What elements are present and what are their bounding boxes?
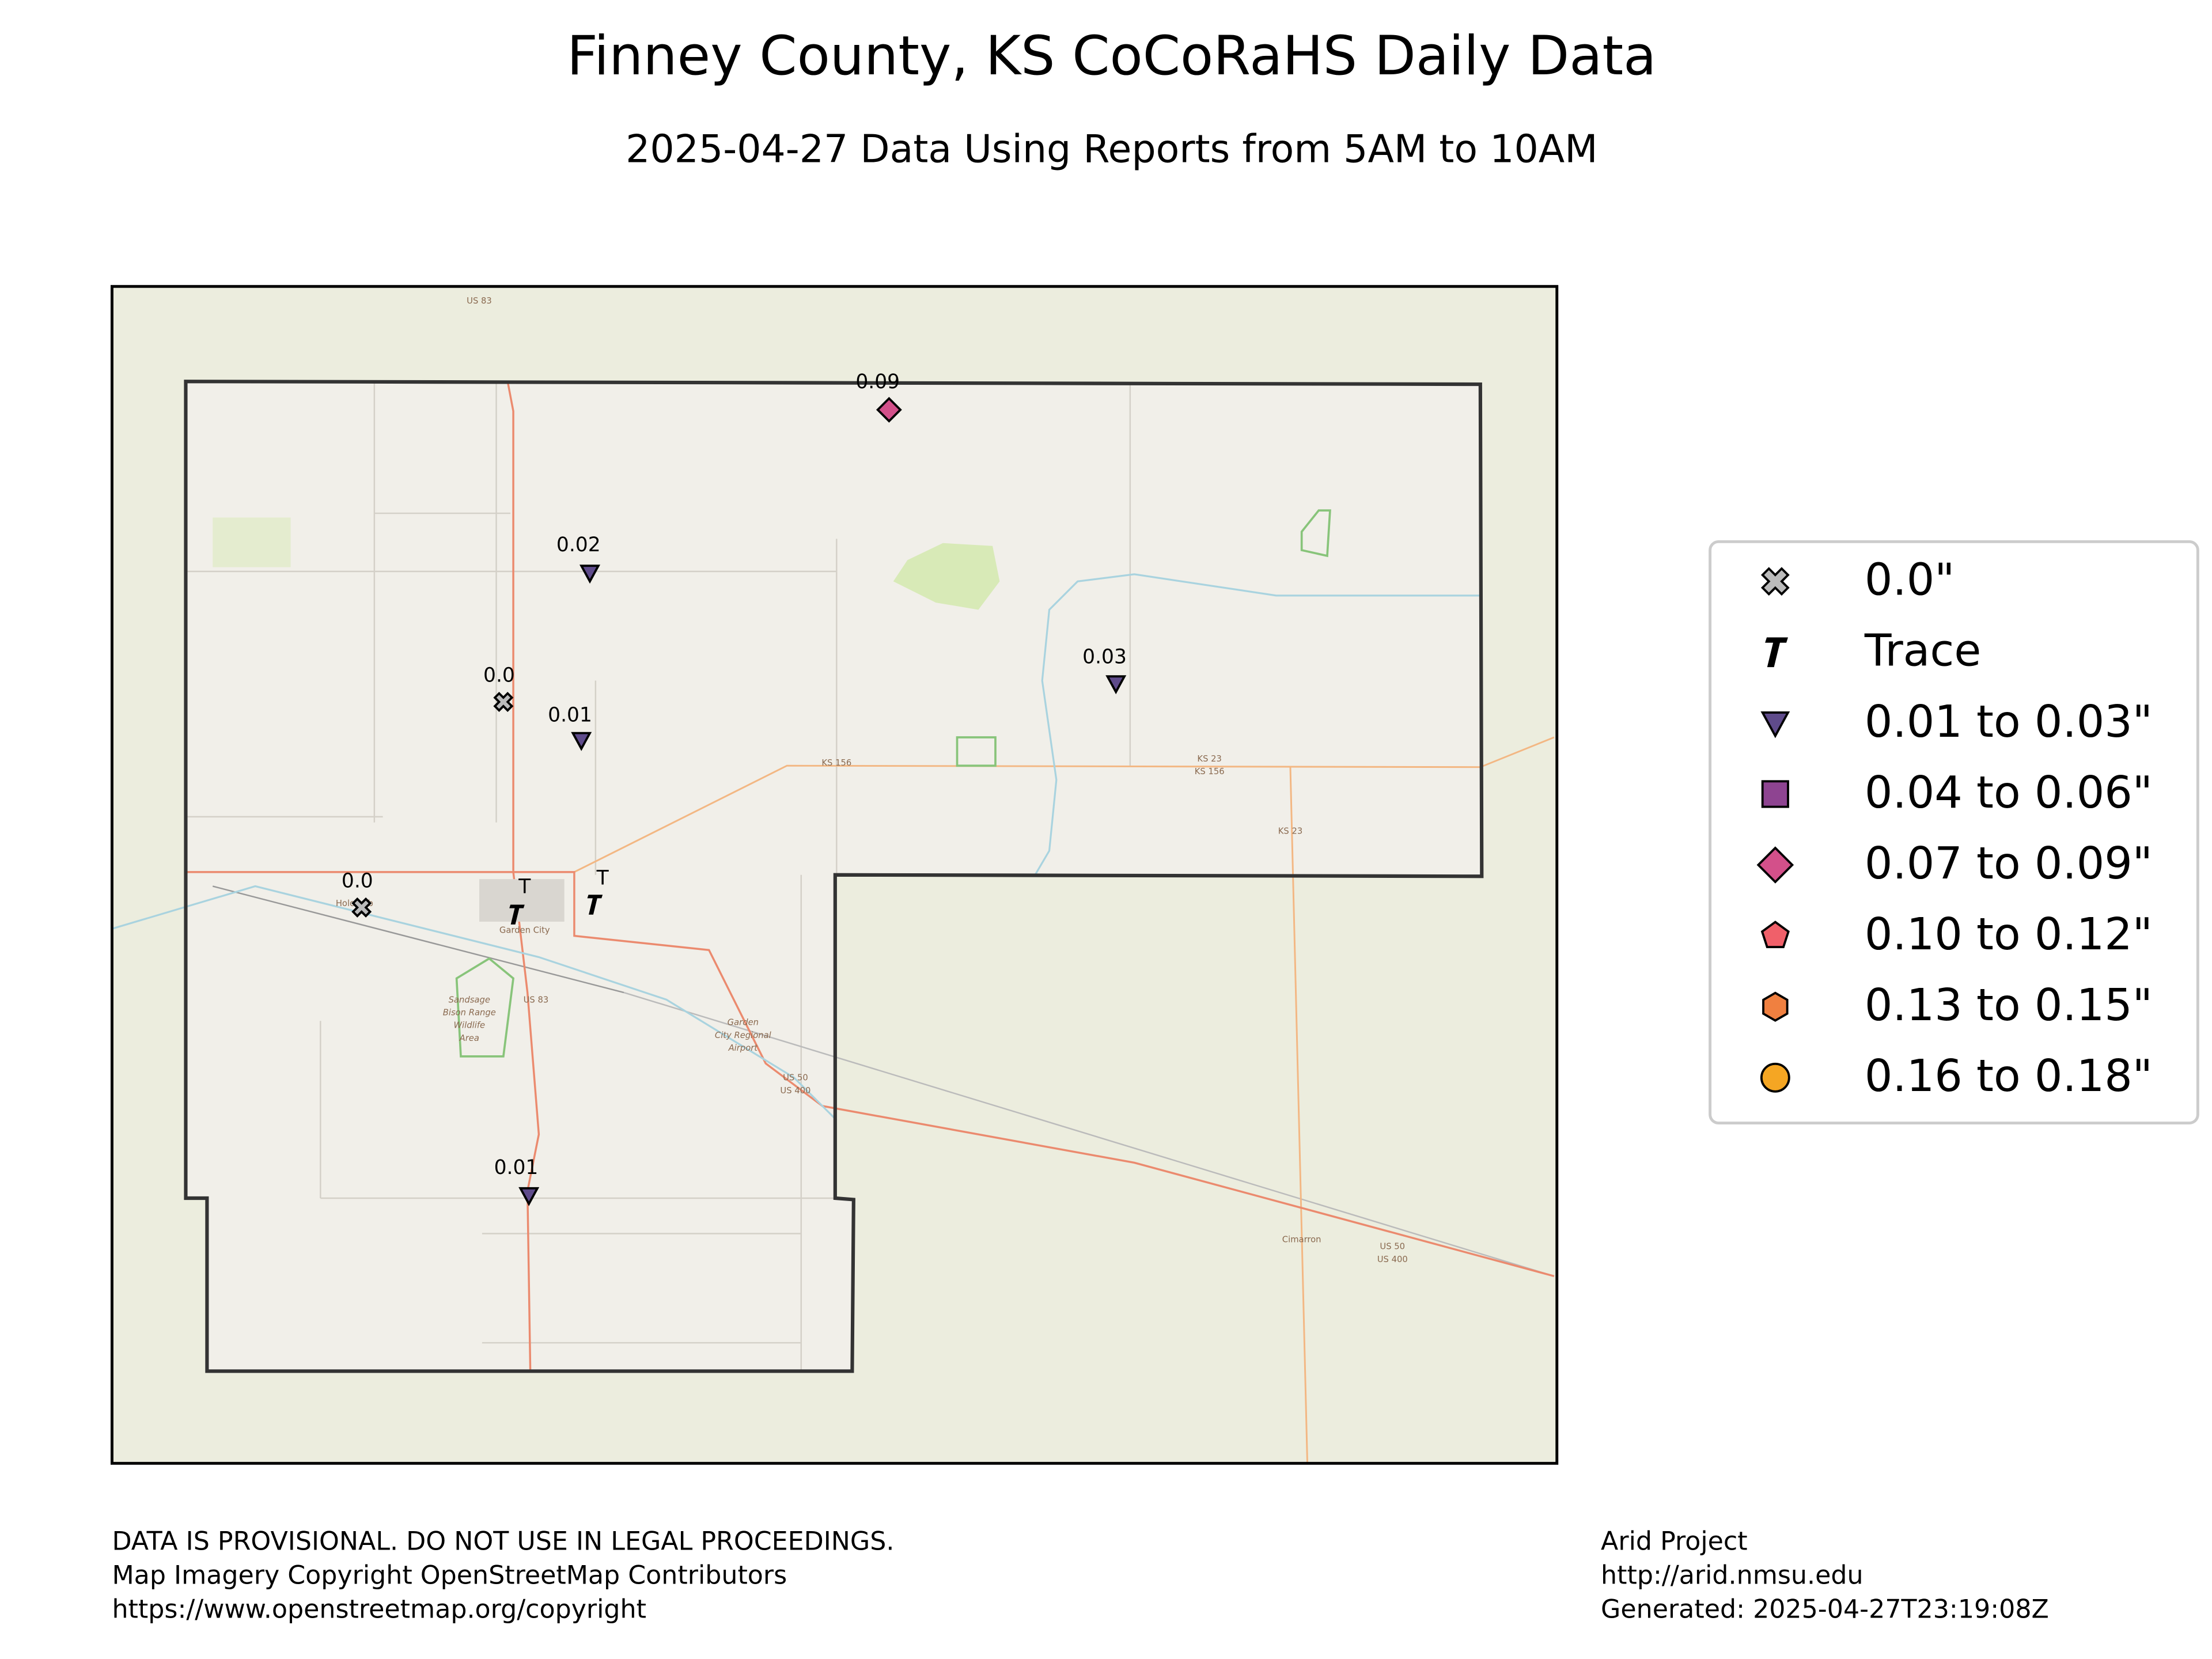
county-outline bbox=[184, 380, 1484, 1373]
map-label: US 83 bbox=[467, 296, 492, 306]
stations: 0.09 0.02 0.0 0.01 0.03 0.0 T T 0.01 bbox=[342, 370, 1127, 1206]
map-label: US 50 bbox=[1380, 1242, 1405, 1252]
marker-pentagon bbox=[1760, 921, 1790, 948]
marker-triangle bbox=[571, 732, 592, 751]
legend-label: 0.07 to 0.09" bbox=[1865, 838, 2153, 889]
subtitle: 2025-04-27 Data Using Reports from 5AM t… bbox=[626, 126, 1597, 171]
station-label: T bbox=[596, 867, 609, 890]
map-label: Sandsage bbox=[449, 995, 490, 1005]
marker-diamond bbox=[1756, 846, 1794, 884]
legend-label: 0.0" bbox=[1865, 554, 1955, 605]
map-label: Cimarron bbox=[1282, 1234, 1321, 1244]
legend-label: 0.04 to 0.06" bbox=[1865, 767, 2153, 818]
legend-label: 0.13 to 0.15" bbox=[1865, 979, 2153, 1031]
station-label: 0.01 bbox=[494, 1156, 539, 1179]
map-frame bbox=[111, 285, 1559, 1465]
map-label: KS 23 bbox=[1278, 826, 1303, 836]
map-label: KS 23 bbox=[1197, 754, 1222, 764]
legend-label: Trace bbox=[1864, 625, 1981, 676]
station-label: 0.01 bbox=[548, 704, 592, 727]
marker-triangle bbox=[579, 565, 601, 584]
footer-right: Arid Project bbox=[1601, 1527, 1748, 1556]
station-label: 0.0 bbox=[342, 870, 373, 893]
marker-circle bbox=[1760, 1062, 1790, 1093]
map-label: Bison Range bbox=[443, 1007, 496, 1017]
marker-triangle bbox=[518, 1187, 540, 1206]
legend-label: 0.01 to 0.03" bbox=[1865, 696, 2153, 747]
title: Finney County, KS CoCoRaHS Daily Data bbox=[567, 25, 1656, 88]
footer-left: DATA IS PROVISIONAL. DO NOT USE IN LEGAL… bbox=[112, 1527, 894, 1556]
map-label: City Regional bbox=[715, 1031, 772, 1040]
marker-trace bbox=[1765, 637, 1788, 668]
map-label: KS 156 bbox=[1195, 767, 1225, 777]
footer: DATA IS PROVISIONAL. DO NOT USE IN LEGAL… bbox=[112, 1527, 2048, 1624]
station-label: T bbox=[518, 875, 531, 898]
map-label: US 400 bbox=[780, 1086, 810, 1096]
station-label: 0.0 bbox=[483, 664, 515, 687]
map-label: Area bbox=[459, 1033, 479, 1043]
legend-box bbox=[1709, 540, 2199, 1124]
station-label: 0.09 bbox=[855, 370, 900, 393]
marker-triangle bbox=[1760, 711, 1790, 738]
map-label: Airport bbox=[728, 1043, 759, 1053]
legend-label: 0.10 to 0.12" bbox=[1865, 908, 2153, 960]
footer-right: http://arid.nmsu.edu bbox=[1601, 1561, 1863, 1590]
marker-diamond bbox=[876, 396, 902, 423]
station-label: 0.02 bbox=[556, 533, 601, 556]
footer-left: https://www.openstreetmap.org/copyright bbox=[112, 1595, 646, 1624]
marker-x bbox=[493, 691, 514, 712]
station-label: 0.03 bbox=[1082, 646, 1127, 669]
marker-x bbox=[1760, 567, 1790, 596]
map-label: Wildlife bbox=[453, 1021, 485, 1031]
marker-x bbox=[351, 897, 372, 918]
marker-trace bbox=[587, 895, 603, 915]
legend-label: 0.16 to 0.18" bbox=[1865, 1050, 2153, 1101]
footer-right: Generated: 2025-04-27T23:19:08Z bbox=[1601, 1595, 2049, 1624]
marker-trace bbox=[509, 904, 525, 925]
footer-left: Map Imagery Copyright OpenStreetMap Cont… bbox=[112, 1561, 787, 1590]
map-label: US 83 bbox=[524, 995, 549, 1005]
map-label: Garden bbox=[728, 1018, 759, 1028]
legend: 0.0" Trace 0.01 to 0.03" 0.04 to 0.06" 0.07 … bbox=[1756, 554, 2153, 1101]
map-label: Garden City bbox=[499, 926, 550, 935]
marker-square bbox=[1761, 780, 1789, 808]
map-label: US 400 bbox=[1377, 1255, 1408, 1264]
map-label: US 50 bbox=[783, 1073, 808, 1083]
map-label: KS 156 bbox=[821, 758, 851, 768]
marker-triangle bbox=[1105, 675, 1127, 695]
marker-hexagon bbox=[1762, 991, 1789, 1022]
